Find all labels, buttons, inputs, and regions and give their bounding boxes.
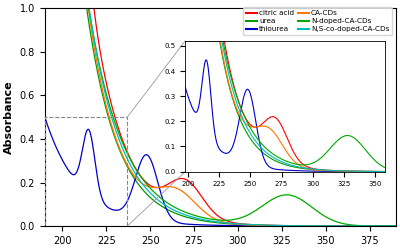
Y-axis label: Absorbance: Absorbance [4,80,14,154]
Bar [45,117,127,226]
Legend: citric acid, urea, thiourea, CA-CDs, N-doped-CA-CDs, N,S-co-doped-CA-CDs: citric acid, urea, thiourea, CA-CDs, N-d… [243,8,392,35]
